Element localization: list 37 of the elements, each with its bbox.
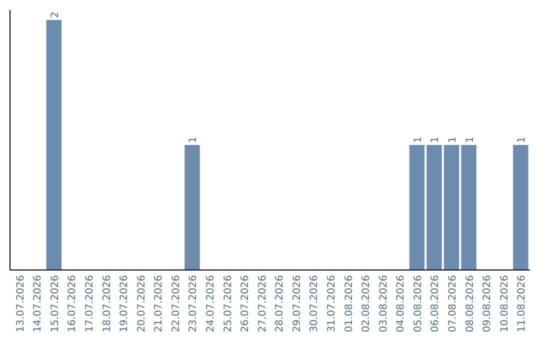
data-label: 1 bbox=[188, 136, 200, 143]
x-tick-label: 15.07.2026 bbox=[50, 275, 61, 332]
x-tick-label: 16.07.2026 bbox=[67, 275, 78, 332]
x-tick-label: 19.07.2026 bbox=[119, 275, 130, 332]
data-label: 1 bbox=[430, 136, 442, 143]
data-label: 1 bbox=[448, 136, 459, 143]
x-tick-label: 11.08.2026 bbox=[516, 275, 528, 332]
x-tick-label: 23.07.2026 bbox=[188, 275, 200, 332]
x-tick-label: 26.07.2026 bbox=[240, 275, 252, 332]
x-tick-label: 24.07.2026 bbox=[205, 275, 216, 332]
x-tick-label: 03.08.2026 bbox=[378, 275, 390, 332]
x-tick-label: 05.08.2026 bbox=[412, 275, 424, 332]
data-label: 1 bbox=[516, 136, 528, 143]
x-tick-label: 29.07.2026 bbox=[292, 275, 303, 332]
x-tick-label: 27.07.2026 bbox=[257, 275, 268, 332]
x-tick-label: 14.07.2026 bbox=[32, 275, 44, 332]
x-tick-label: 09.08.2026 bbox=[482, 275, 494, 332]
x-tick-label: 18.07.2026 bbox=[102, 275, 113, 332]
x-tick-label: 13.07.2026 bbox=[15, 275, 26, 332]
x-tick-label: 10.08.2026 bbox=[499, 275, 510, 332]
data-label: 1 bbox=[464, 136, 476, 143]
x-tick-label: 31.07.2026 bbox=[326, 275, 338, 332]
x-tick-label: 07.08.2026 bbox=[448, 275, 459, 332]
x-tick-label: 20.07.2026 bbox=[136, 275, 148, 332]
x-tick-label: 01.08.2026 bbox=[344, 275, 355, 332]
x-tick-label: 17.07.2026 bbox=[84, 275, 96, 332]
x-tick-label: 08.08.2026 bbox=[464, 275, 476, 332]
x-tick-label: 25.07.2026 bbox=[222, 275, 234, 332]
x-tick-label: 02.08.2026 bbox=[361, 275, 372, 332]
data-label: 1 bbox=[412, 136, 424, 143]
x-tick-label: 04.08.2026 bbox=[396, 275, 407, 332]
x-tick-label: 22.07.2026 bbox=[170, 275, 182, 332]
data-label: 2 bbox=[50, 12, 61, 18]
x-tick-label: 06.08.2026 bbox=[430, 275, 442, 332]
x-tick-label: 21.07.2026 bbox=[154, 275, 165, 332]
x-tick-label: 28.07.2026 bbox=[274, 275, 286, 332]
x-tick-label: 30.07.2026 bbox=[309, 275, 320, 332]
